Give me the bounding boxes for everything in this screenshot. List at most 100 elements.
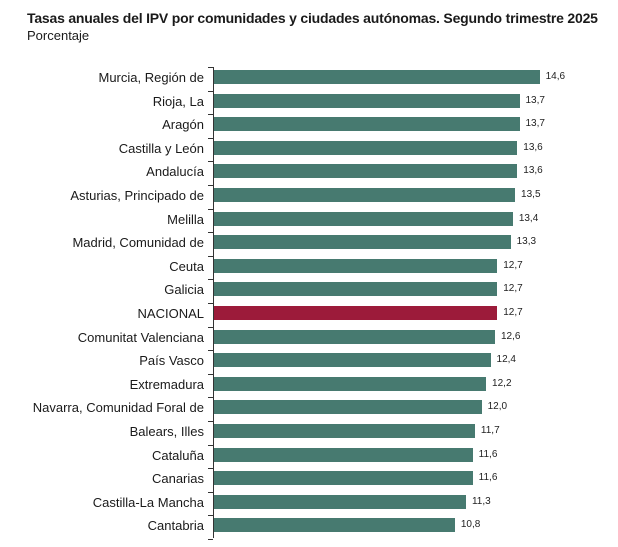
category-label: Melilla bbox=[167, 211, 204, 227]
bar bbox=[214, 447, 473, 462]
chart-subtitle: Porcentaje bbox=[27, 28, 90, 43]
axis-tick bbox=[208, 161, 213, 163]
category-label: Aragón bbox=[162, 117, 204, 133]
value-label: 13,7 bbox=[525, 94, 545, 106]
axis-tick bbox=[208, 137, 213, 139]
value-label: 11,6 bbox=[478, 472, 498, 484]
bar bbox=[214, 211, 513, 226]
bar bbox=[214, 93, 520, 108]
value-label: 10,8 bbox=[460, 519, 481, 531]
axis-tick bbox=[208, 67, 213, 68]
bar-row: Cantabria 10,8 bbox=[0, 515, 618, 539]
category-label: Balears, Illes bbox=[129, 424, 204, 439]
bar-national bbox=[214, 306, 498, 320]
bar-row: Comunitat Valenciana 12,6 bbox=[0, 326, 618, 351]
bar bbox=[214, 188, 516, 202]
axis-tick bbox=[208, 279, 213, 281]
axis-tick bbox=[208, 255, 213, 257]
category-label: Galicia bbox=[164, 282, 204, 298]
value-label: 14,6 bbox=[545, 71, 566, 82]
category-label: Canarias bbox=[151, 471, 204, 487]
bar bbox=[214, 70, 540, 84]
axis-tick bbox=[208, 208, 213, 210]
category-label: NACIONAL bbox=[137, 306, 204, 321]
category-label: Andalucía bbox=[146, 164, 204, 180]
value-label: 12,2 bbox=[492, 377, 512, 389]
bar-row: Navarra, Comunidad Foral de 12,0 bbox=[0, 397, 618, 421]
axis-tick bbox=[208, 515, 213, 517]
bar-row: Cataluña 11,6 bbox=[0, 444, 618, 469]
bar bbox=[214, 353, 491, 368]
bar bbox=[214, 164, 518, 179]
axis-tick bbox=[208, 232, 213, 234]
bar-row: País Vasco 12,4 bbox=[0, 350, 618, 374]
axis-tick bbox=[208, 114, 213, 116]
bar-row: Balears, Illes 11,7 bbox=[0, 421, 618, 445]
bar bbox=[214, 494, 466, 509]
bar bbox=[214, 258, 498, 273]
bar-row: Canarias 11,6 bbox=[0, 468, 618, 492]
axis-tick bbox=[208, 444, 213, 446]
bar-row: Asturias, Principado de 13,5 bbox=[0, 185, 618, 209]
y-axis-line bbox=[213, 67, 214, 538]
axis-tick bbox=[208, 350, 213, 352]
axis-tick bbox=[208, 491, 213, 493]
value-label: 13,6 bbox=[523, 165, 543, 177]
axis-tick bbox=[208, 90, 213, 92]
value-label: 13,7 bbox=[525, 118, 545, 130]
category-label: Cantabria bbox=[147, 518, 204, 534]
category-label: Extremadura bbox=[129, 376, 204, 392]
bar bbox=[214, 235, 511, 250]
axis-tick bbox=[208, 373, 213, 375]
value-label: 13,6 bbox=[523, 141, 543, 153]
bar-row: Extremadura 12,2 bbox=[0, 373, 618, 398]
value-label: 12,7 bbox=[503, 259, 523, 271]
bar bbox=[214, 282, 498, 297]
value-label: 12,7 bbox=[503, 283, 523, 295]
category-label: Castilla y León bbox=[118, 140, 204, 156]
value-label: 12,7 bbox=[503, 307, 523, 318]
value-label: 12,0 bbox=[487, 401, 508, 413]
category-label: Asturias, Principado de bbox=[70, 188, 204, 203]
axis-tick bbox=[208, 539, 213, 540]
axis-tick bbox=[208, 397, 213, 399]
axis-tick bbox=[208, 185, 213, 186]
category-label: Ceuta bbox=[169, 258, 204, 274]
bar-row: Melilla 13,4 bbox=[0, 208, 618, 233]
bar bbox=[214, 471, 473, 486]
bar bbox=[214, 140, 518, 155]
category-label: País Vasco bbox=[139, 353, 204, 369]
bar bbox=[214, 400, 482, 415]
axis-tick bbox=[208, 326, 213, 328]
bar bbox=[214, 117, 520, 132]
bar-row: Castilla y León 13,6 bbox=[0, 137, 618, 162]
bar bbox=[214, 424, 475, 438]
category-label: Rioja, La bbox=[152, 93, 204, 109]
bar-row: Castilla-La Mancha 11,3 bbox=[0, 491, 618, 516]
value-label: 13,5 bbox=[521, 189, 541, 200]
value-label: 11,7 bbox=[480, 425, 500, 436]
axis-tick bbox=[208, 303, 213, 304]
category-label: Madrid, Comunidad de bbox=[72, 235, 204, 251]
bar-row: Ceuta 12,7 bbox=[0, 255, 618, 280]
bar bbox=[214, 329, 495, 344]
value-label: 11,6 bbox=[478, 448, 498, 460]
value-label: 11,3 bbox=[471, 495, 491, 507]
value-label: 12,6 bbox=[500, 330, 521, 342]
category-label: Castilla-La Mancha bbox=[92, 494, 204, 510]
bar-row: Galicia 12,7 bbox=[0, 279, 618, 303]
chart-title: Tasas anuales del IPV por comunidades y … bbox=[27, 10, 598, 26]
category-label: Navarra, Comunidad Foral de bbox=[32, 400, 204, 416]
category-label: Cataluña bbox=[151, 447, 204, 463]
axis-tick bbox=[208, 468, 213, 470]
bar-row: NACIONAL 12,7 bbox=[0, 303, 618, 327]
bar-row: Madrid, Comunidad de 13,3 bbox=[0, 232, 618, 256]
value-label: 13,3 bbox=[516, 236, 537, 248]
axis-tick bbox=[208, 421, 213, 422]
bar bbox=[214, 518, 455, 533]
bar bbox=[214, 376, 487, 391]
bar-row: Andalucía 13,6 bbox=[0, 161, 618, 185]
category-label: Comunitat Valenciana bbox=[77, 329, 204, 345]
bar-row: Murcia, Región de 14,6 bbox=[0, 67, 618, 91]
bar-row: Aragón 13,7 bbox=[0, 114, 618, 138]
